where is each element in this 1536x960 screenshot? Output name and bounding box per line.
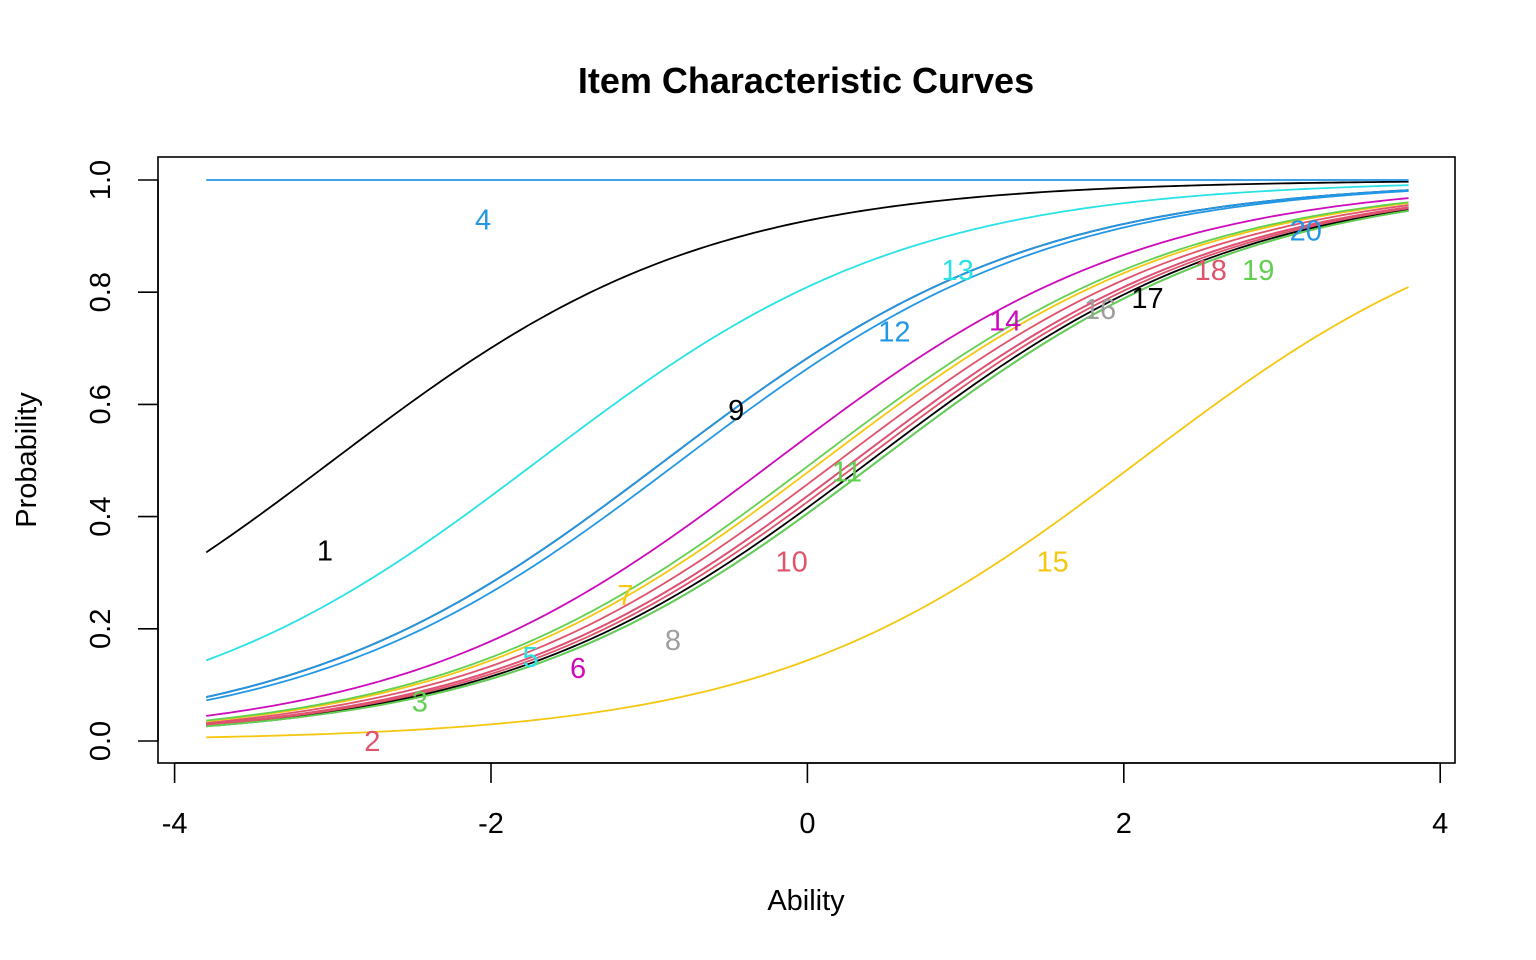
curve-item-7 xyxy=(206,202,1409,723)
curve-item-3 xyxy=(206,209,1409,728)
y-tick-label: 0.6 xyxy=(85,384,117,424)
curve-label-2: 2 xyxy=(364,726,380,758)
curve-item-19 xyxy=(206,209,1409,728)
curve-label-8: 8 xyxy=(665,625,681,657)
x-tick-label: -4 xyxy=(162,808,188,840)
curve-label-9: 9 xyxy=(728,395,744,427)
y-tick-label: 1.0 xyxy=(85,160,117,200)
chart-title: Item Characteristic Curves xyxy=(578,60,1034,101)
x-tick-label: 0 xyxy=(799,808,815,840)
y-tick-label: 0.2 xyxy=(85,609,117,649)
x-tick-label: 2 xyxy=(1116,808,1132,840)
x-axis-label: Ability xyxy=(767,885,845,917)
x-tick-label: 4 xyxy=(1432,808,1448,840)
curve-item-2 xyxy=(206,204,1409,724)
curve-label-6: 6 xyxy=(570,653,586,685)
x-axis: -4 -2 0 2 4 xyxy=(162,762,1448,840)
curve-label-16: 16 xyxy=(1084,294,1116,326)
curve-label-1: 1 xyxy=(317,535,333,567)
curve-item-18 xyxy=(206,207,1409,726)
curve-label-3: 3 xyxy=(412,687,428,719)
curve-label-20: 20 xyxy=(1290,215,1322,247)
y-axis: 0.0 0.2 0.4 0.6 0.8 1.0 xyxy=(85,160,159,761)
curve-label-11: 11 xyxy=(832,457,862,489)
curve-label-15: 15 xyxy=(1036,546,1068,578)
curve-item-10 xyxy=(206,206,1409,726)
x-tick-label: -2 xyxy=(478,808,504,840)
curve-item-9 xyxy=(206,189,1409,698)
curve-item-8 xyxy=(206,209,1409,728)
plot-area-frame xyxy=(157,156,1456,764)
curve-item-20 xyxy=(206,189,1409,698)
curve-label-5: 5 xyxy=(522,642,538,674)
curve-item-1 xyxy=(205,180,1409,554)
curve-label-10: 10 xyxy=(775,546,807,578)
curve-item-12 xyxy=(206,190,1409,702)
curve-item-15 xyxy=(206,286,1409,739)
y-axis-label: Probability xyxy=(11,392,43,528)
curve-group xyxy=(205,179,1409,739)
curve-item-17 xyxy=(206,208,1409,727)
curve-item-13 xyxy=(205,184,1409,662)
curve-label-19: 19 xyxy=(1242,255,1274,287)
curve-item-16 xyxy=(206,209,1409,728)
curve-label-7: 7 xyxy=(617,580,633,612)
curve-label-4: 4 xyxy=(475,204,491,236)
curve-label-17: 17 xyxy=(1131,283,1163,315)
y-tick-label: 0.4 xyxy=(85,496,117,536)
curve-label-14: 14 xyxy=(989,305,1021,337)
curve-label-18: 18 xyxy=(1195,255,1227,287)
curve-label-12: 12 xyxy=(878,316,910,348)
y-tick-label: 0.0 xyxy=(85,721,117,761)
y-tick-label: 0.8 xyxy=(85,272,117,312)
curve-label-13: 13 xyxy=(942,255,974,287)
curve-item-14 xyxy=(206,197,1409,717)
curve-item-5 xyxy=(206,209,1409,728)
curve-item-11 xyxy=(206,201,1409,722)
